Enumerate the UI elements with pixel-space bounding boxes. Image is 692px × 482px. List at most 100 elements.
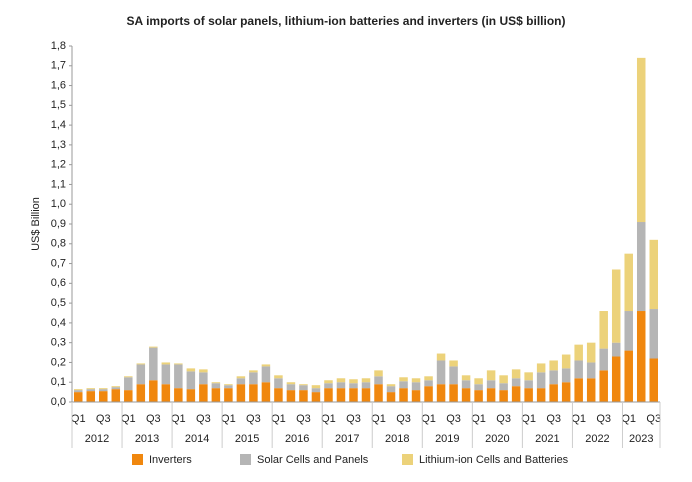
x-tick-label: Q3 (646, 413, 661, 425)
y-tick-label: 1,8 (51, 40, 66, 52)
y-tick-label: 0,9 (51, 218, 66, 230)
bar-segment (624, 253, 633, 312)
x-tick-label: Q1 (171, 413, 186, 425)
legend-label: Inverters (149, 454, 192, 466)
bar-segment (449, 366, 458, 385)
bar-segment (211, 383, 221, 389)
year-label: 2014 (185, 433, 209, 445)
bar-segment (149, 347, 158, 381)
bar-segment (561, 382, 571, 402)
y-tick-label: 0,1 (51, 376, 66, 388)
bar-segment (424, 380, 433, 387)
bar-segment (261, 364, 271, 367)
year-label: 2012 (85, 433, 109, 445)
legend-swatch (132, 454, 143, 465)
bar-segment (574, 344, 583, 361)
y-tick-label: 1,4 (51, 119, 66, 131)
bar-segment (449, 384, 458, 402)
x-tick-label: Q1 (571, 413, 586, 425)
x-tick-label: Q1 (521, 413, 536, 425)
bar-segment (599, 348, 608, 371)
bar-segment (124, 376, 133, 378)
bar-segment (199, 369, 208, 373)
bar-segment (149, 346, 158, 348)
bar-segment (74, 392, 83, 402)
y-axis-label: US$ Billion (30, 197, 42, 251)
bar-segment (111, 389, 121, 402)
bar-segment (611, 342, 621, 357)
legend-label: Lithium-ion Cells and Batteries (419, 454, 569, 466)
bar-segment (374, 370, 383, 377)
bar-segment (474, 390, 483, 402)
bar-segment (599, 311, 608, 349)
bar-segment (511, 369, 521, 379)
bar-segment (274, 378, 283, 389)
x-tick-label: Q3 (196, 413, 211, 425)
bar-segment (524, 380, 533, 389)
bar-segment (86, 391, 96, 402)
y-tick-label: 0,5 (51, 297, 66, 309)
bar-segment (111, 386, 121, 388)
bar-segment (311, 385, 321, 389)
y-tick-label: 0,0 (51, 396, 66, 408)
bar-segment (261, 382, 271, 402)
bar-segment (649, 358, 658, 402)
bar-segment (461, 388, 471, 402)
bar-segment (399, 381, 408, 389)
x-tick-label: Q3 (496, 413, 511, 425)
y-tick-label: 0,7 (51, 257, 66, 269)
x-tick-label: Q1 (621, 413, 636, 425)
year-label: 2023 (629, 433, 653, 445)
bar-segment (374, 384, 383, 402)
bar-segment (224, 385, 233, 389)
year-label: 2017 (335, 433, 359, 445)
year-label: 2021 (535, 433, 559, 445)
bar-segment (511, 378, 521, 387)
bar-segment (286, 382, 296, 385)
bar-segment (211, 382, 221, 384)
bar-segment (436, 360, 446, 385)
year-label: 2018 (385, 433, 409, 445)
bar-segment (324, 380, 333, 384)
year-label: 2015 (235, 433, 259, 445)
bar-segment (486, 388, 496, 402)
bar-segment (249, 370, 258, 373)
bar-segment (536, 363, 546, 373)
bar-segment (361, 382, 371, 389)
y-tick-label: 1,6 (51, 79, 66, 91)
bar-segment (99, 388, 108, 390)
bar-segment (474, 384, 483, 391)
year-label: 2013 (135, 433, 159, 445)
bar-segment (386, 392, 396, 402)
bar-segment (99, 391, 108, 402)
y-tick-label: 0,6 (51, 277, 66, 289)
bar-segment (299, 384, 308, 386)
bar-segment (561, 368, 571, 383)
bar-segment (499, 375, 508, 384)
bar-segment (199, 372, 208, 385)
bar-segment (586, 378, 596, 402)
bar-segment (374, 376, 383, 385)
bar-segment (399, 388, 408, 402)
x-tick-label: Q1 (371, 413, 386, 425)
bar-segment (336, 382, 346, 389)
bar-segment (136, 364, 146, 385)
bar-segment (574, 378, 583, 402)
y-tick-label: 1,7 (51, 60, 66, 72)
legend-label: Solar Cells and Panels (257, 454, 369, 466)
y-tick-label: 1,5 (51, 99, 66, 111)
bar-segment (311, 392, 321, 402)
bar-segment (199, 384, 208, 402)
bar-segment (386, 386, 396, 393)
y-tick-label: 1,1 (51, 178, 66, 190)
bar-segment (274, 375, 283, 379)
x-tick-label: Q3 (96, 413, 111, 425)
bar-segment (211, 388, 221, 402)
bar-segment (349, 383, 358, 389)
x-tick-label: Q3 (596, 413, 611, 425)
bar-segment (336, 378, 346, 383)
bar-segment (399, 377, 408, 382)
bar-segment (424, 376, 433, 381)
bar-segment (436, 384, 446, 402)
